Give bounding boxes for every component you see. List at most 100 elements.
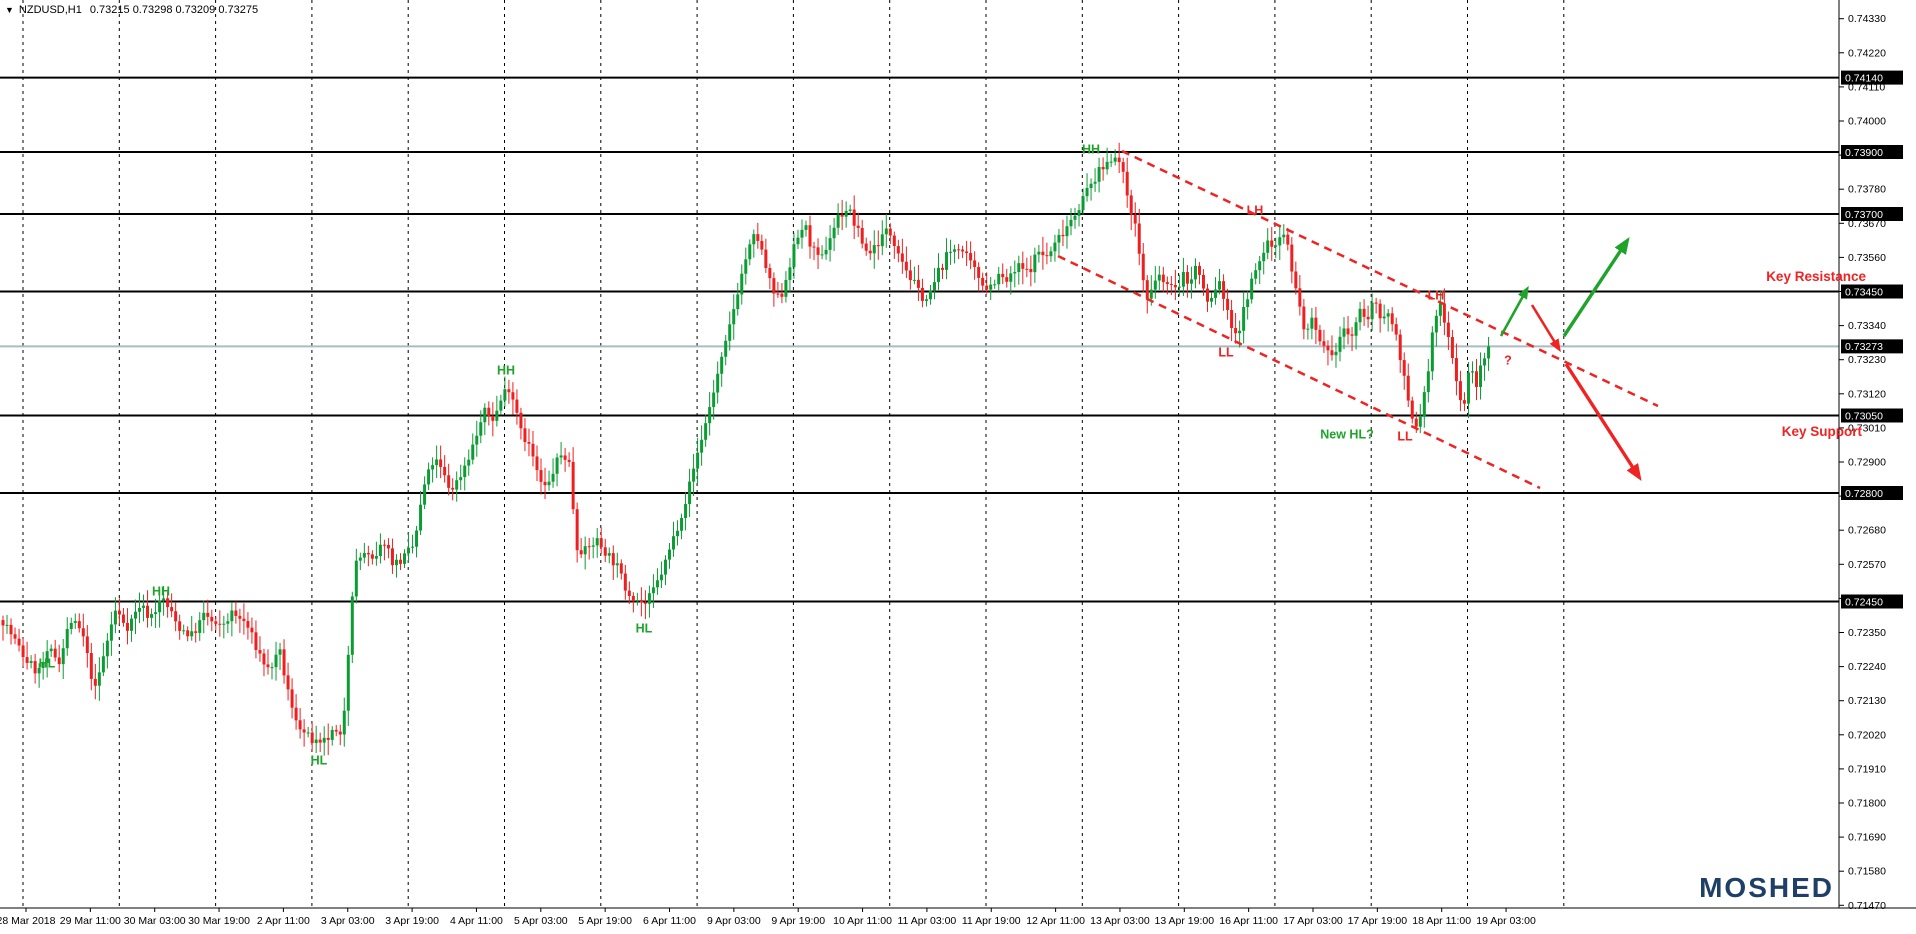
bear-candle-body bbox=[1201, 274, 1205, 289]
bull-candle-body bbox=[659, 574, 663, 581]
bear-candle-body bbox=[1346, 328, 1350, 335]
bullish-scenario-arrow[interactable] bbox=[1562, 237, 1630, 337]
bear-candle-body bbox=[1446, 322, 1450, 338]
bear-candle-body bbox=[218, 623, 222, 625]
bull-candle-body bbox=[928, 290, 932, 300]
bear-candle-body bbox=[1410, 400, 1414, 419]
badge-price-text: 0.73273 bbox=[1845, 341, 1883, 353]
swing-label[interactable]: LL bbox=[1397, 430, 1413, 444]
bear-candle-body bbox=[1173, 285, 1177, 288]
bear-candle-body bbox=[1362, 308, 1366, 317]
bull-candle-body bbox=[358, 557, 362, 561]
bear-candle-body bbox=[587, 546, 591, 548]
swing-label[interactable]: ? bbox=[1504, 354, 1512, 368]
bull-candle-body bbox=[1069, 219, 1073, 227]
bear-candle-body bbox=[1462, 400, 1466, 404]
bull-candle-body bbox=[150, 614, 154, 618]
bull-candle-body bbox=[1246, 299, 1250, 308]
bear-candle-body bbox=[1117, 157, 1121, 163]
swing-label[interactable]: HH bbox=[1082, 143, 1100, 157]
bear-candle-body bbox=[1226, 298, 1230, 311]
bull-candle-body bbox=[1250, 278, 1254, 300]
bull-candle-body bbox=[1434, 315, 1438, 333]
bull-candle-body bbox=[551, 473, 555, 482]
time-tick-label: 17 Apr 19:00 bbox=[1348, 915, 1408, 927]
bear-candle-body bbox=[527, 442, 531, 444]
bull-candle-body bbox=[647, 593, 651, 604]
bull-candle-body bbox=[1479, 365, 1483, 387]
price-axis[interactable]: 0.743300.742200.741100.740000.738900.737… bbox=[1838, 0, 1916, 934]
bull-candle-body bbox=[953, 249, 957, 252]
swing-label[interactable]: LH bbox=[1247, 204, 1264, 218]
bear-candle-body bbox=[370, 554, 374, 559]
bear-candle-body bbox=[214, 621, 218, 624]
bull-candle-body bbox=[848, 209, 852, 211]
bull-candle-body bbox=[483, 407, 487, 423]
bear-candle-body bbox=[756, 234, 760, 241]
bear-candle-body bbox=[856, 225, 860, 228]
bear-candle-body bbox=[491, 415, 495, 421]
bear-candle-body bbox=[386, 544, 390, 549]
bull-candle-body bbox=[314, 739, 318, 744]
bullish-scenario-arrow[interactable] bbox=[1499, 285, 1529, 337]
bear-candle-body bbox=[125, 622, 129, 631]
bull-candle-body bbox=[1430, 332, 1434, 372]
bull-candle-body bbox=[419, 504, 423, 531]
bull-candle-body bbox=[230, 610, 234, 622]
bull-candle-body bbox=[1386, 313, 1390, 317]
level-price-badge bbox=[1841, 207, 1903, 221]
bear-candle-body bbox=[619, 563, 623, 574]
price-tick-label: 0.73230 bbox=[1848, 354, 1886, 366]
bull-candle-body bbox=[788, 267, 792, 280]
bearish-scenario-arrow[interactable] bbox=[1564, 363, 1642, 481]
channel-trendline[interactable] bbox=[1057, 254, 1541, 490]
bull-candle-body bbox=[1466, 372, 1470, 404]
time-axis[interactable]: 28 Mar 2018 29 Mar 11:00 30 Mar 03:00 30 Ma… bbox=[0, 907, 1916, 927]
swing-label[interactable]: HH bbox=[152, 585, 170, 599]
key-support-label[interactable]: Key Support bbox=[1782, 424, 1863, 439]
level-price-badge bbox=[1841, 408, 1903, 423]
bull-candle-body bbox=[411, 546, 415, 548]
bull-candle-body bbox=[467, 459, 471, 466]
swing-label[interactable]: HL bbox=[636, 622, 653, 636]
swing-label[interactable]: LL bbox=[1218, 346, 1234, 360]
bear-candle-body bbox=[266, 664, 270, 668]
bear-candle-body bbox=[760, 240, 764, 250]
bear-candle-body bbox=[531, 443, 535, 457]
bear-candle-body bbox=[1045, 255, 1049, 257]
bear-candle-body bbox=[816, 247, 820, 255]
channel-trendline[interactable] bbox=[1121, 149, 1659, 408]
bull-candle-body bbox=[1181, 272, 1185, 287]
bear-candle-body bbox=[840, 214, 844, 217]
bull-candle-body bbox=[29, 661, 33, 663]
bear-candle-body bbox=[1145, 280, 1149, 299]
chart-dropdown-icon[interactable]: ▼ bbox=[5, 5, 14, 15]
level-price-badge bbox=[1841, 486, 1903, 500]
bear-candle-body bbox=[896, 246, 900, 254]
time-tick-label: 17 Apr 03:00 bbox=[1283, 915, 1343, 927]
bearish-scenario-arrow[interactable] bbox=[1530, 304, 1561, 353]
price-tick-label: 0.72130 bbox=[1848, 695, 1886, 707]
key-resistance-label[interactable]: Key Resistance bbox=[1766, 269, 1866, 284]
bear-candle-body bbox=[768, 268, 772, 279]
swing-label[interactable]: LH bbox=[1428, 289, 1445, 303]
bull-candle-body bbox=[1157, 274, 1161, 281]
swing-label[interactable]: HL bbox=[39, 657, 56, 671]
bull-candle-body bbox=[676, 530, 680, 537]
bull-candle-body bbox=[1218, 281, 1222, 290]
time-tick-label: 3 Apr 03:00 bbox=[321, 915, 375, 927]
bull-candle-body bbox=[1009, 273, 1013, 282]
bear-candle-body bbox=[543, 481, 547, 486]
bear-candle-body bbox=[916, 279, 920, 288]
bear-candle-body bbox=[507, 389, 511, 393]
bull-candle-body bbox=[1053, 242, 1057, 252]
bear-candle-body bbox=[398, 559, 402, 564]
swing-label[interactable]: New HL? bbox=[1320, 428, 1373, 442]
swing-label[interactable]: HL bbox=[311, 754, 328, 768]
swing-label[interactable]: HH bbox=[497, 364, 515, 378]
badge-price-text: 0.72800 bbox=[1845, 488, 1883, 500]
bull-candle-body bbox=[354, 560, 358, 597]
time-tick-label: 16 Apr 11:00 bbox=[1219, 915, 1278, 927]
time-tick-label: 18 Apr 11:00 bbox=[1412, 915, 1471, 927]
